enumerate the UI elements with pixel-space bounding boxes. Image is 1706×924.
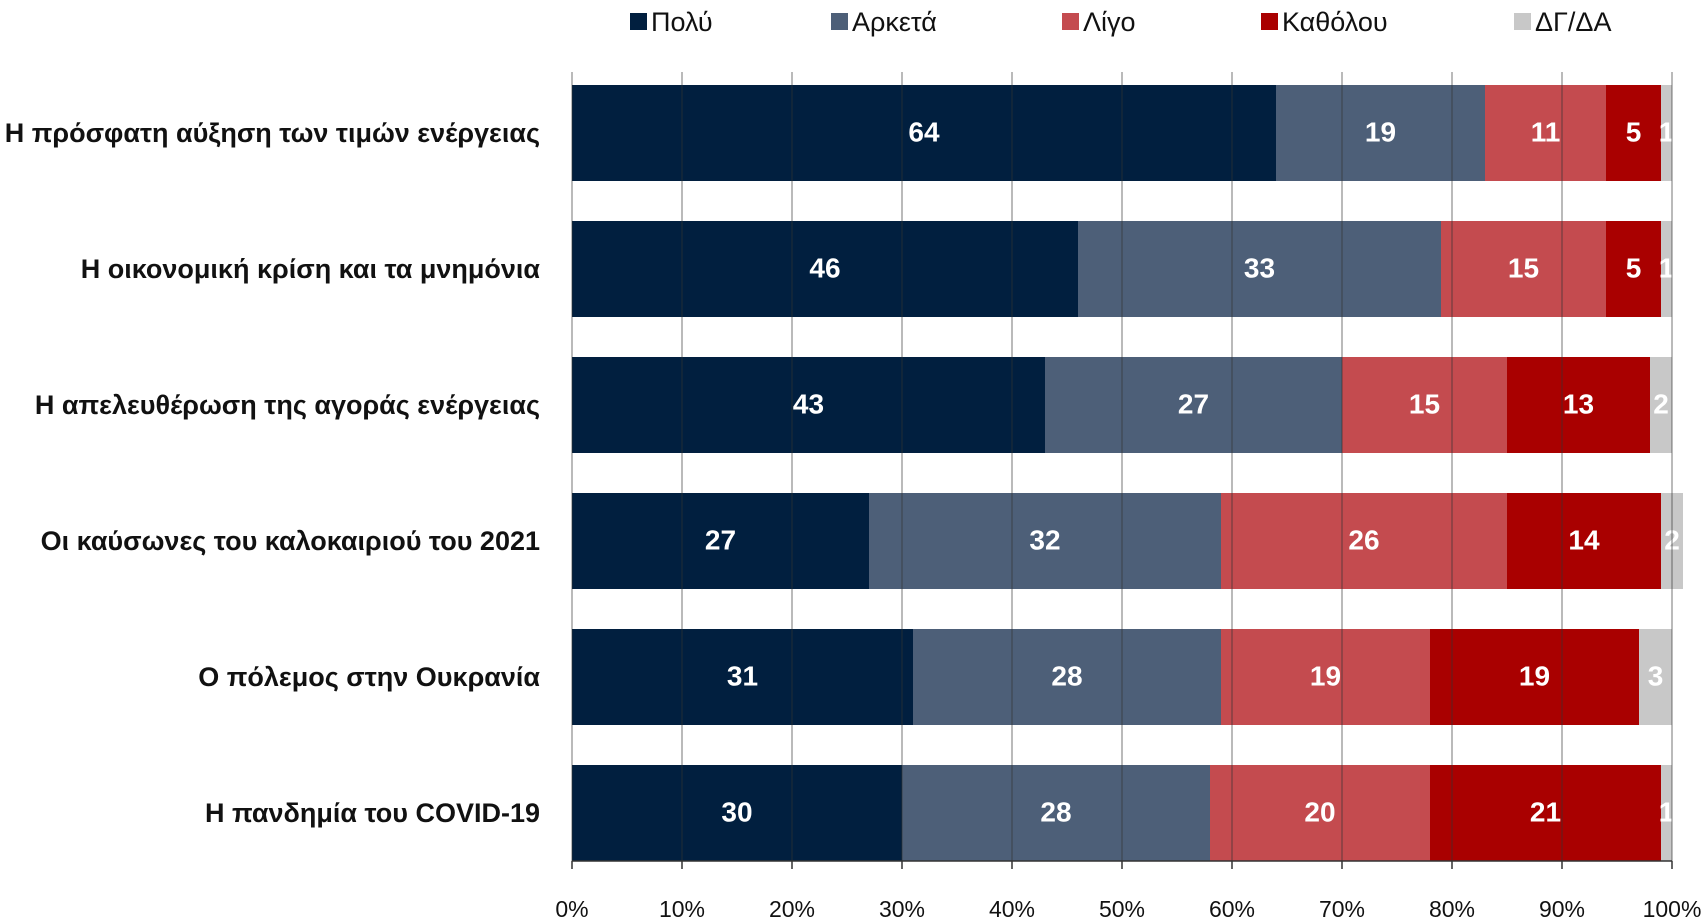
data-label: 2 <box>1664 524 1680 555</box>
category-text: Η απελευθέρωση της αγοράς ενέργειας <box>34 390 540 420</box>
data-label: 33 <box>1244 252 1275 283</box>
bar-segment <box>1661 765 1672 861</box>
bar-segment <box>1430 629 1639 725</box>
category-label: Η οικονομική κρίση και τα μνημόνια <box>0 221 540 317</box>
category-text: Η οικονομική κρίση και τα μνημόνια <box>80 254 540 284</box>
bar-segment <box>572 765 902 861</box>
bar-segment <box>1639 629 1672 725</box>
bar-segment <box>572 629 913 725</box>
data-label: 13 <box>1563 388 1594 419</box>
bar-segment <box>869 493 1221 589</box>
data-label: 5 <box>1626 252 1642 283</box>
legend-label: ΔΓ/ΔΑ <box>1535 7 1611 37</box>
data-label: 14 <box>1568 524 1600 555</box>
data-label: 26 <box>1348 524 1379 555</box>
x-tick-label: 20% <box>769 896 815 922</box>
data-label: 27 <box>705 524 736 555</box>
bar-segment <box>1430 765 1661 861</box>
data-label: 19 <box>1365 116 1396 147</box>
data-label: 28 <box>1040 796 1071 827</box>
data-label: 2 <box>1653 388 1669 419</box>
data-label: 30 <box>721 796 752 827</box>
category-label: Η πανδημία του COVID-19 <box>0 765 540 861</box>
data-label: 3 <box>1648 660 1664 691</box>
category-label: Η πρόσφατη αύξηση των τιμών ενέργειας <box>0 85 540 181</box>
legend-swatch <box>630 13 647 30</box>
x-tick-label: 40% <box>989 896 1035 922</box>
bar-segment <box>1045 357 1342 453</box>
bar-segment <box>572 357 1045 453</box>
bar-segment <box>1441 221 1606 317</box>
data-label: 19 <box>1310 660 1341 691</box>
bar-segment <box>572 493 869 589</box>
data-label: 15 <box>1508 252 1539 283</box>
bar-segment <box>1661 221 1672 317</box>
data-label: 5 <box>1626 116 1642 147</box>
bar-segment <box>1650 357 1672 453</box>
legend-swatch <box>831 13 848 30</box>
bar-segment <box>572 221 1078 317</box>
legend-label: Λίγο <box>1083 7 1136 37</box>
x-tick-label: 0% <box>555 896 588 922</box>
bar-segment <box>902 765 1210 861</box>
data-label: 11 <box>1531 116 1561 147</box>
x-tick-label: 10% <box>659 896 705 922</box>
category-text: Ο πόλεμος στην Ουκρανία <box>198 662 540 692</box>
x-tick-label: 50% <box>1099 896 1145 922</box>
legend-label: Πολύ <box>651 7 713 37</box>
legend-swatch <box>1261 13 1278 30</box>
data-label: 43 <box>793 388 824 419</box>
bar-segment <box>1507 493 1661 589</box>
data-label: 15 <box>1409 388 1440 419</box>
bar-segment <box>1342 357 1507 453</box>
category-text: Η πανδημία του COVID-19 <box>204 798 540 828</box>
x-tick-label: 80% <box>1429 896 1475 922</box>
data-label: 1 <box>1659 252 1675 283</box>
bar-segment <box>1276 85 1485 181</box>
category-label: Ο πόλεμος στην Ουκρανία <box>0 629 540 725</box>
bar-segment <box>1210 765 1430 861</box>
data-label: 28 <box>1051 660 1082 691</box>
x-tick-label: 100% <box>1643 896 1702 922</box>
legend-label: Αρκετά <box>852 7 937 37</box>
legend-swatch <box>1062 13 1079 30</box>
x-tick-label: 30% <box>879 896 925 922</box>
bar-segment <box>913 629 1221 725</box>
bar-segment <box>1661 493 1683 589</box>
x-tick-label: 60% <box>1209 896 1255 922</box>
category-text: Οι καύσωνες του καλοκαιριού του 2021 <box>40 526 540 556</box>
data-label: 19 <box>1519 660 1550 691</box>
data-label: 46 <box>809 252 840 283</box>
x-tick-label: 70% <box>1319 896 1365 922</box>
category-label: Οι καύσωνες του καλοκαιριού του 2021 <box>0 493 540 589</box>
legend-swatch <box>1514 13 1531 30</box>
data-label: 21 <box>1530 796 1561 827</box>
bar-segment <box>1221 629 1430 725</box>
bar-segment <box>1606 221 1661 317</box>
data-label: 31 <box>727 660 758 691</box>
category-text: Η πρόσφατη αύξηση των τιμών ενέργειας <box>4 118 540 148</box>
category-label: Η απελευθέρωση της αγοράς ενέργειας <box>0 357 540 453</box>
bar-segment <box>1078 221 1441 317</box>
bar-segment <box>1221 493 1507 589</box>
data-label: 20 <box>1304 796 1335 827</box>
data-label: 27 <box>1178 388 1209 419</box>
legend-label: Καθόλου <box>1282 7 1388 37</box>
data-label: 32 <box>1029 524 1060 555</box>
x-tick-label: 90% <box>1539 896 1585 922</box>
bar-segment <box>1507 357 1650 453</box>
bar-segment <box>572 85 1276 181</box>
data-label: 1 <box>1659 116 1675 147</box>
bar-segment <box>1606 85 1661 181</box>
bar-segment <box>1661 85 1672 181</box>
data-label: 1 <box>1659 796 1675 827</box>
data-label: 64 <box>908 116 940 147</box>
bar-segment <box>1485 85 1606 181</box>
